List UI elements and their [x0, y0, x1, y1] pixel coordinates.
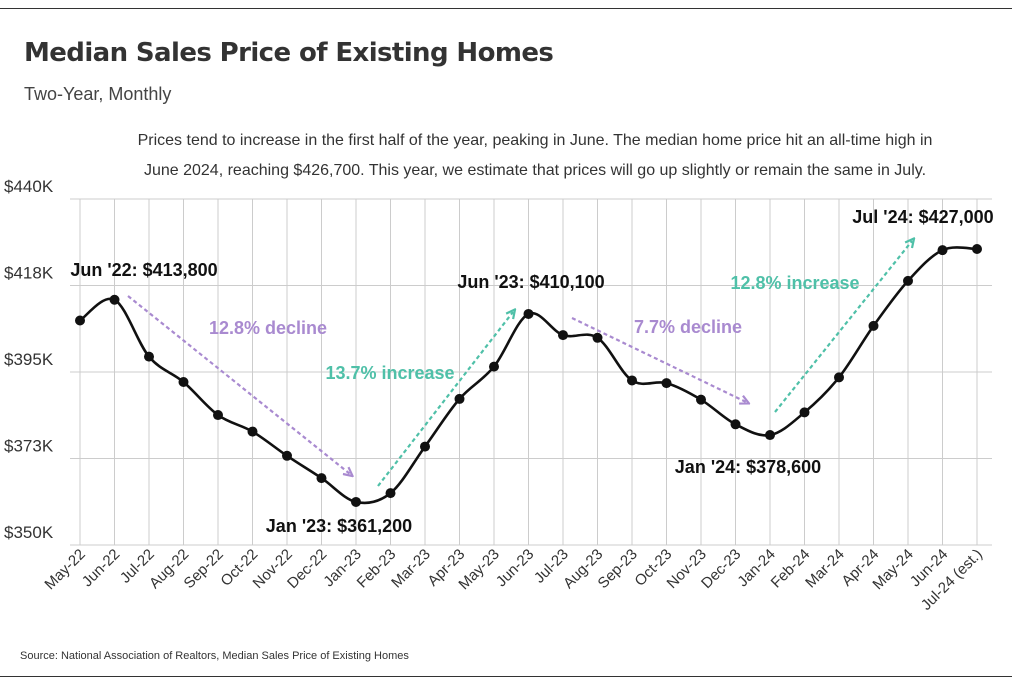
trend-arrow-decline	[127, 295, 350, 474]
data-point	[489, 361, 499, 372]
x-tick-label: Mar-24	[802, 546, 848, 592]
point-label: Jul '24: $427,000	[852, 207, 993, 227]
data-point	[385, 488, 396, 499]
trend-arrow-increase	[774, 241, 912, 413]
chart-description-line1: Prices tend to increase in the first hal…	[137, 132, 933, 149]
data-point	[972, 243, 982, 254]
data-point	[316, 473, 327, 484]
point-label: Jan '24: $378,600	[675, 457, 821, 477]
data-point	[178, 376, 189, 387]
data-point	[627, 375, 637, 386]
x-tick-label: Sep-22	[181, 546, 227, 592]
y-tick-label: $395K	[4, 350, 54, 369]
trend-label: 12.8% decline	[209, 318, 327, 338]
data-point	[282, 450, 292, 461]
trend-label: 12.8% increase	[730, 273, 859, 293]
x-tick-label: Jun-22	[79, 546, 123, 590]
point-label: Jun '23: $410,100	[457, 272, 604, 292]
x-tick-label: Dec-23	[698, 546, 744, 592]
x-tick-label: Jun-23	[493, 546, 537, 590]
top-rule	[0, 8, 1012, 9]
data-point	[351, 496, 361, 507]
data-point	[799, 407, 810, 418]
chart-title: Median Sales Price of Existing Homes	[24, 38, 554, 68]
y-tick-label: $350K	[4, 523, 54, 542]
x-tick-label: Dec-22	[284, 546, 330, 592]
chart-description-line2: June 2024, reaching $426,700. This year,…	[143, 162, 927, 179]
data-point	[834, 372, 844, 383]
data-point	[765, 430, 775, 441]
data-point	[937, 245, 948, 256]
data-point	[661, 378, 672, 389]
point-label: Jan '23: $361,200	[266, 516, 412, 536]
data-point	[592, 332, 603, 343]
data-point	[903, 275, 913, 286]
data-point	[558, 330, 568, 341]
data-point	[109, 294, 120, 305]
trend-label: 7.7% decline	[634, 317, 742, 337]
source-note: Source: National Association of Realtors…	[20, 650, 409, 662]
y-tick-label: $373K	[4, 437, 54, 456]
data-point	[247, 426, 258, 437]
x-tick-label: Mar-23	[388, 546, 434, 592]
chart-subtitle: Two-Year, Monthly	[24, 84, 172, 104]
data-point	[420, 441, 430, 452]
x-tick-label: May-22	[41, 546, 88, 593]
data-point	[75, 315, 85, 326]
data-point	[696, 394, 706, 405]
trend-label: 13.7% increase	[325, 363, 454, 383]
data-point	[213, 410, 223, 421]
x-tick-label: Sep-23	[595, 546, 641, 592]
data-point	[730, 419, 741, 430]
point-label: Jun '22: $413,800	[70, 260, 217, 280]
data-point	[454, 393, 465, 404]
y-tick-label: $440K	[4, 177, 54, 196]
trend-arrow-decline	[571, 317, 746, 402]
trend-arrow-increase	[377, 312, 513, 487]
data-point	[144, 351, 154, 362]
data-point	[523, 308, 534, 319]
y-tick-label: $418K	[4, 264, 54, 283]
bottom-rule	[0, 676, 1012, 677]
data-point	[868, 320, 879, 331]
